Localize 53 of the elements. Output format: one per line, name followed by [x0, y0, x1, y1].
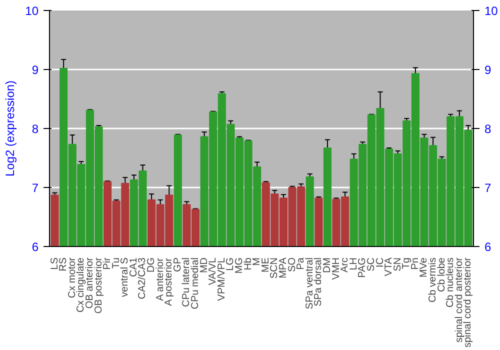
x-tick-label: DG [146, 257, 158, 272]
x-tick-label: LG [225, 257, 236, 271]
x-tick-label: A posterior [164, 257, 175, 306]
y2-tick-label: 10 [484, 4, 498, 18]
x-tick-label: M [252, 257, 263, 266]
x-tick-label: MVe [418, 257, 430, 278]
x-tick-label: Arc [340, 258, 351, 272]
y-tick-label: 10 [25, 4, 39, 18]
x-tick-label: SO [286, 257, 298, 272]
x-tick-label: Hb [242, 257, 254, 270]
x-tick-label: Cb lobe [436, 257, 448, 292]
x-tick-label: Cx cingulate [76, 257, 87, 313]
x-tick-label: spinal cord posterior [462, 256, 474, 348]
x-tick-label: Pn [410, 257, 421, 270]
y-tick-label: 7 [32, 181, 39, 195]
x-tick-label: CA1 [128, 257, 140, 277]
x-tick-label: LS [49, 257, 60, 270]
x-tick-label: MPA [278, 257, 289, 278]
x-tick-label: ventral S [120, 257, 131, 297]
x-tick-label: Tu [110, 257, 122, 269]
y-axis-title: Log2 (expression) [3, 80, 18, 177]
x-tick-label: LH [348, 257, 360, 270]
x-tick-label: SPa dorsal [313, 257, 324, 306]
y-tick-label: 6 [32, 240, 39, 254]
y2-tick-label: 8 [484, 122, 492, 136]
x-tick-label: A anterior [154, 257, 166, 301]
y-tick-label: 8 [32, 122, 39, 136]
y2-tick-label: 6 [484, 240, 492, 254]
x-tick-label: ME [260, 257, 272, 272]
y2-tick-label: 9 [484, 63, 492, 77]
x-tick-label: SN [392, 257, 404, 272]
x-tick-label: VMH [330, 257, 342, 280]
y-tick-label: 9 [32, 63, 39, 77]
x-tick-label: Pa [296, 257, 307, 270]
y2-tick-label: 7 [484, 181, 492, 195]
x-tick-label: CA2/CA3 [137, 257, 148, 300]
x-tick-label: SCN [269, 257, 280, 279]
x-tick-label: SPa ventral [304, 257, 316, 310]
x-tick-label: CPu medial [190, 257, 202, 310]
x-tick-label: VTA [384, 257, 395, 276]
x-tick-label: PAG [357, 257, 368, 278]
x-tick-label: RS [58, 257, 70, 272]
x-tick-label: Tg [401, 258, 412, 270]
x-tick-label: Cb nucleus [445, 258, 456, 308]
x-tick-label: OB anterior [84, 256, 96, 309]
x-tick-label: Pir [102, 256, 114, 270]
x-tick-label: OB posterior [93, 256, 104, 314]
x-tick-label: VPM/VPL [216, 257, 228, 301]
x-tick-label: SC [366, 257, 377, 272]
x-tick-label: spinal cord anterior [454, 256, 465, 343]
x-tick-label: GP [172, 257, 184, 272]
x-tick-label: DM [322, 257, 333, 274]
x-tick-label: IC [374, 258, 386, 268]
